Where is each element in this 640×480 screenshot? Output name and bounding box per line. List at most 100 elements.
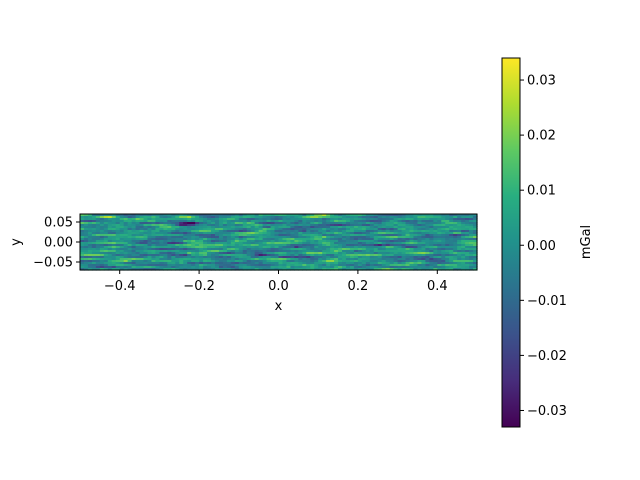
heatmap-cell [457, 262, 462, 265]
heatmap-cell [250, 254, 256, 257]
heatmap-cell [469, 266, 474, 269]
heatmap-cell [389, 256, 395, 259]
heatmap-cell [195, 254, 200, 257]
heatmap-cell [123, 258, 129, 261]
heatmap-cell [167, 264, 172, 267]
heatmap-cell [389, 268, 395, 271]
heatmap-cell [226, 224, 232, 227]
heatmap-cell [429, 230, 434, 233]
heatmap-cell [473, 268, 478, 271]
heatmap-cell [330, 258, 335, 261]
heatmap-cell [377, 226, 383, 229]
heatmap-cell [143, 228, 149, 231]
heatmap-cell [373, 250, 379, 253]
heatmap-cell [199, 214, 204, 217]
heatmap-cell [207, 246, 212, 249]
heatmap-cell [218, 222, 224, 225]
heatmap-cell [326, 240, 331, 243]
heatmap-cell [318, 258, 323, 261]
heatmap-cell [254, 250, 260, 253]
heatmap-cell [191, 220, 196, 223]
heatmap-cell [373, 244, 379, 247]
heatmap-cell [238, 254, 244, 257]
heatmap-cell [314, 260, 319, 263]
heatmap-cell [330, 262, 335, 265]
heatmap-cell [361, 246, 367, 249]
heatmap-cell [401, 242, 407, 245]
heatmap-cell [159, 226, 164, 229]
heatmap-cell [115, 224, 121, 227]
heatmap-cell [99, 228, 105, 231]
heatmap-cell [80, 238, 85, 241]
heatmap-cell [326, 226, 331, 229]
heatmap-cell [167, 248, 172, 251]
heatmap-cell [342, 248, 347, 251]
heatmap-cell [457, 256, 462, 259]
heatmap-cell [127, 224, 133, 227]
heatmap-cell [250, 216, 256, 219]
heatmap-cell [457, 242, 462, 245]
heatmap-cell [238, 252, 244, 255]
heatmap-cell [465, 254, 470, 257]
heatmap-cell [389, 222, 395, 225]
heatmap-cell [397, 214, 403, 217]
heatmap-cell [187, 266, 192, 269]
heatmap-cell [393, 220, 399, 223]
heatmap-cell [445, 258, 450, 261]
heatmap-cell [413, 230, 419, 233]
heatmap-cell [195, 218, 200, 221]
heatmap-cell [318, 252, 323, 255]
heatmap-cell [123, 268, 129, 271]
heatmap-cell [135, 268, 141, 271]
heatmap-cell [377, 248, 383, 251]
heatmap-cell [270, 236, 276, 239]
heatmap-cell [103, 220, 109, 223]
heatmap-cell [103, 216, 109, 219]
heatmap-cell [191, 214, 196, 217]
heatmap-cell [80, 218, 85, 221]
heatmap-cell [441, 234, 446, 237]
heatmap-cell [473, 252, 478, 255]
heatmap-cell [111, 248, 117, 251]
heatmap-cell [274, 252, 280, 255]
heatmap-cell [242, 258, 248, 261]
heatmap-cell [135, 248, 141, 251]
heatmap-cell [147, 234, 153, 237]
heatmap-cell [457, 258, 462, 261]
heatmap-cell [183, 246, 188, 249]
heatmap-cell [441, 224, 446, 227]
heatmap-cell [381, 214, 387, 217]
heatmap-cell [385, 256, 391, 259]
heatmap-cell [214, 234, 220, 237]
heatmap-cell [449, 232, 454, 235]
heatmap-cell [433, 222, 438, 225]
heatmap-cell [87, 216, 93, 219]
x-tick-label: 0.0 [268, 279, 289, 294]
heatmap-cell [270, 248, 276, 251]
heatmap-cell [353, 246, 359, 249]
heatmap-cell [83, 214, 89, 217]
heatmap-cell [353, 242, 359, 245]
heatmap-cell [107, 252, 113, 255]
heatmap-cell [298, 268, 303, 271]
heatmap-cell [461, 266, 466, 269]
heatmap-cell [290, 228, 295, 231]
heatmap-cell [163, 254, 168, 257]
heatmap-cell [199, 266, 204, 269]
heatmap-cell [175, 230, 180, 233]
heatmap-cell [147, 236, 153, 239]
heatmap-cell [83, 238, 89, 241]
heatmap-cell [234, 252, 240, 255]
heatmap-cell [345, 254, 351, 257]
heatmap-cell [417, 248, 423, 251]
heatmap-cell [310, 226, 315, 229]
heatmap-cell [246, 254, 252, 257]
heatmap-cell [175, 246, 180, 249]
heatmap-cell [203, 264, 208, 267]
heatmap-cell [91, 242, 97, 245]
heatmap-cell [234, 256, 240, 259]
heatmap-cell [234, 250, 240, 253]
heatmap-cell [425, 268, 430, 271]
heatmap-cell [211, 262, 216, 265]
heatmap-cell [365, 222, 371, 225]
